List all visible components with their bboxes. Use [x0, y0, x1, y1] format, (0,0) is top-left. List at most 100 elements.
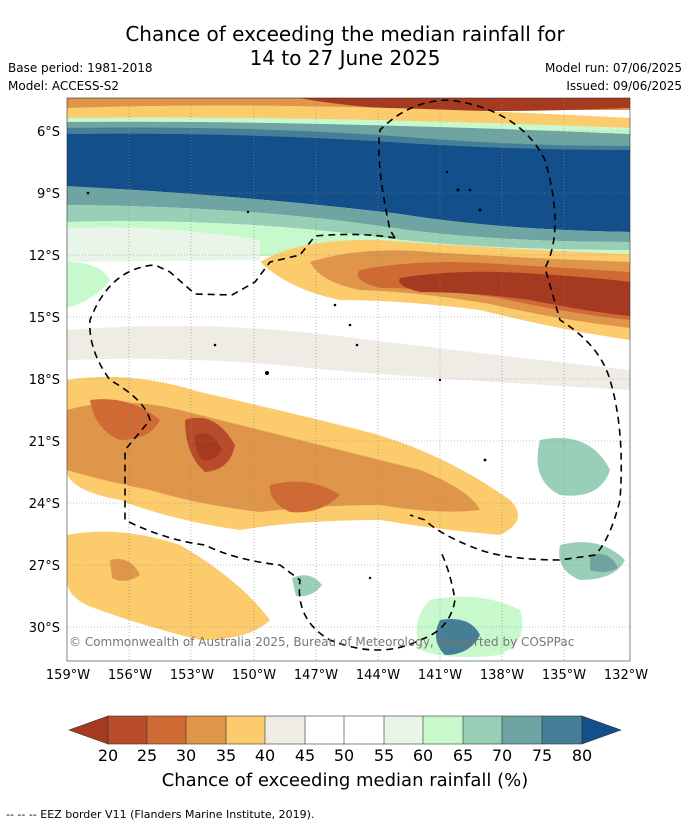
island: [333, 303, 337, 307]
region-neutral-mid: [67, 326, 630, 390]
lat-label: 24°S: [29, 497, 60, 512]
eez-border-south: [89, 233, 456, 651]
map-title: Chance of exceeding the median rainfall …: [0, 22, 690, 70]
lat-label: 15°S: [29, 311, 60, 326]
colorbar-swatch: [108, 716, 147, 744]
lon-label: 135°W: [542, 668, 586, 683]
colorbar-swatch: [147, 716, 186, 744]
island: [355, 343, 359, 347]
colorbar-frame: [107, 715, 583, 745]
island: [246, 210, 250, 214]
lat-label: 6°S: [37, 125, 60, 140]
title-line-1: Chance of exceeding the median rainfall …: [125, 22, 565, 46]
region-dry-light-southwest: [67, 531, 270, 640]
lon-labels: 159°W 156°W 153°W 150°W 147°W 144°W 141°…: [46, 668, 648, 683]
island: [456, 188, 460, 192]
band-light-dry-top: [67, 105, 630, 128]
colorbar-tick: 35: [216, 746, 236, 765]
band-wet-lower-2: [67, 205, 630, 250]
colorbar-swatch: [542, 716, 582, 744]
colorbar-swatch: [265, 716, 305, 744]
model-run-text: Model run: 07/06/2025: [544, 61, 682, 75]
meta-right: Model run: 07/06/2025 Issued: 09/06/2025: [545, 59, 682, 95]
lon-label: 147°W: [294, 668, 338, 683]
colorbar-ticks: 20 25 30 35 40 45 50 55 60 65 70 75 80: [98, 746, 592, 765]
colorbar-swatch: [463, 716, 502, 744]
island: [445, 170, 449, 174]
colorbar-dividers: [146, 716, 543, 744]
colorbar-swatch: [226, 716, 265, 744]
lat-label: 21°S: [29, 435, 60, 450]
island: [483, 458, 487, 462]
island: [86, 191, 90, 195]
lon-label: 132°W: [604, 668, 648, 683]
region-wet-south-strong: [436, 619, 480, 655]
map-frame: [66, 97, 631, 662]
eez-footnote: -- -- -- EEZ border V11 (Flanders Marine…: [6, 808, 315, 821]
model-text: Model: ACCESS-S2: [8, 79, 120, 93]
band-wet-lower-1: [67, 186, 630, 242]
colorbar-swatch: [344, 716, 384, 744]
island: [265, 371, 269, 375]
lon-label: 159°W: [46, 668, 90, 683]
colorbar-tick: 80: [572, 746, 592, 765]
band-dry-top: [300, 98, 630, 111]
island: [213, 343, 217, 347]
colorbar-arrow-high: [581, 715, 622, 745]
colorbar-tick: 60: [413, 746, 433, 765]
lon-label: 150°W: [232, 668, 276, 683]
region-dry-extreme-centre: [194, 433, 222, 461]
colorbar-tick: 25: [137, 746, 157, 765]
lat-labels: 6°S 9°S 12°S 15°S 18°S 21°S 24°S 27°S 30…: [29, 125, 60, 636]
region-wet-east: [537, 438, 610, 496]
colorbar-swatch: [305, 716, 344, 744]
lon-label: 144°W: [356, 668, 400, 683]
island: [468, 188, 472, 192]
colorbar-tick: 40: [255, 746, 275, 765]
colorbar-tick: 50: [334, 746, 354, 765]
colorbar-tick: 75: [532, 746, 552, 765]
region-dry-mid-south: [67, 402, 480, 512]
region-dry-extreme-central: [399, 271, 630, 316]
colorbar-tick: 30: [176, 746, 196, 765]
colorbar-tick: 70: [492, 746, 512, 765]
lat-label: 9°S: [37, 187, 60, 202]
gridlines: [67, 98, 630, 661]
colorbar-title: Chance of exceeding median rainfall (%): [161, 770, 529, 791]
meta-left: Base period: 1981-2018 Model: ACCESS-S2: [8, 59, 153, 95]
lat-label: 27°S: [29, 559, 60, 574]
lon-label: 138°W: [480, 668, 524, 683]
colorbar-tick: 65: [453, 746, 473, 765]
band-very-wet: [67, 133, 630, 232]
colorbar-tick: 20: [98, 746, 118, 765]
lon-label: 156°W: [108, 668, 152, 683]
base-period-text: Base period: 1981-2018: [8, 61, 153, 75]
lat-label: 18°S: [29, 373, 60, 388]
colorbar-tick: 45: [295, 746, 315, 765]
colorbar-swatch: [423, 716, 463, 744]
region-dry-mid-southwest: [110, 559, 140, 581]
band-neutral-west: [67, 227, 260, 262]
rainfall-map: © Commonwealth of Australia 2025, Bureau…: [67, 98, 630, 661]
eez-borders: [89, 99, 623, 651]
region-dry-strong-south: [269, 481, 340, 513]
colorbar-arrow-low: [68, 715, 109, 745]
eez-border-north: [377, 99, 623, 561]
colorbar-tick: 55: [374, 746, 394, 765]
issued-text: Issued: 09/06/2025: [566, 79, 682, 93]
island: [348, 323, 352, 327]
colorbar-swatch: [186, 716, 226, 744]
island: [368, 576, 372, 580]
colorbar-swatch: [502, 716, 542, 744]
copyright-notice: © Commonwealth of Australia 2025, Bureau…: [69, 635, 574, 649]
lat-label: 30°S: [29, 621, 60, 636]
colorbar-swatch: [384, 716, 423, 744]
region-wet-southeast-core: [590, 553, 618, 573]
islands: [86, 170, 487, 580]
colorbar: 20 25 30 35 40 45 50 55 60 65 70 75 80: [68, 715, 622, 765]
title-line-2: 14 to 27 June 2025: [249, 46, 441, 70]
lon-label: 153°W: [170, 668, 214, 683]
island: [438, 378, 442, 382]
island: [478, 208, 482, 212]
